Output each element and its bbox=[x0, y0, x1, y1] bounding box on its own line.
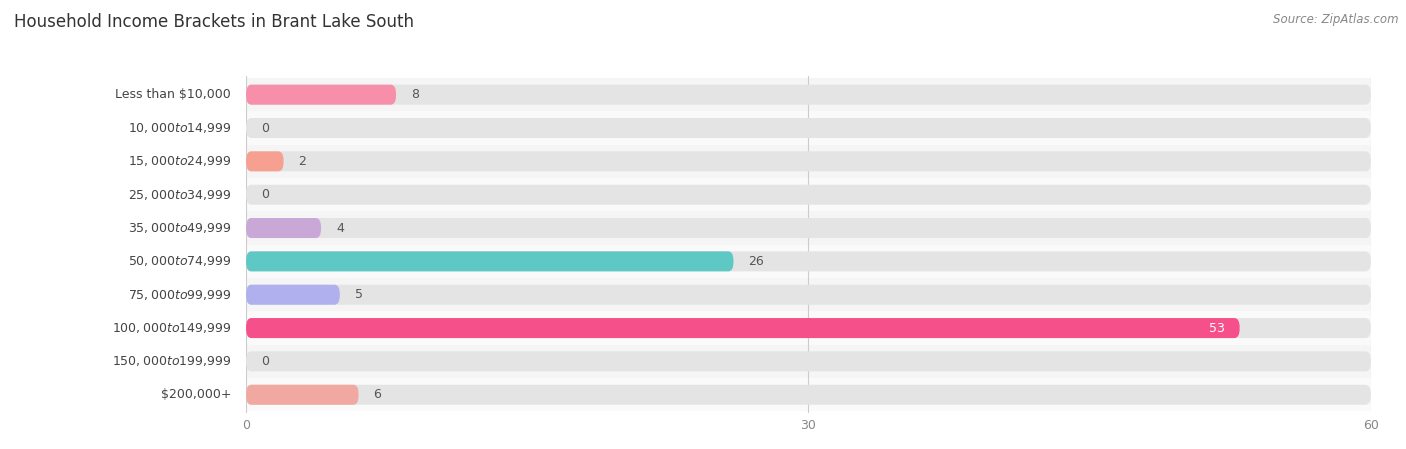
FancyBboxPatch shape bbox=[246, 218, 321, 238]
FancyBboxPatch shape bbox=[246, 151, 284, 172]
Text: $75,000 to $99,999: $75,000 to $99,999 bbox=[128, 288, 231, 302]
Text: $10,000 to $14,999: $10,000 to $14,999 bbox=[128, 121, 231, 135]
FancyBboxPatch shape bbox=[246, 352, 1371, 371]
Text: Less than $10,000: Less than $10,000 bbox=[115, 88, 231, 101]
Bar bbox=[246, 145, 1371, 178]
Text: 0: 0 bbox=[262, 188, 269, 201]
FancyBboxPatch shape bbox=[246, 185, 1371, 205]
Text: 26: 26 bbox=[748, 255, 765, 268]
FancyBboxPatch shape bbox=[246, 85, 396, 105]
Text: 2: 2 bbox=[298, 155, 307, 168]
Text: $200,000+: $200,000+ bbox=[160, 388, 231, 401]
Text: 53: 53 bbox=[1209, 321, 1225, 335]
Text: 8: 8 bbox=[411, 88, 419, 101]
Bar bbox=[246, 211, 1371, 245]
Text: Source: ZipAtlas.com: Source: ZipAtlas.com bbox=[1274, 13, 1399, 26]
Text: $15,000 to $24,999: $15,000 to $24,999 bbox=[128, 154, 231, 168]
Text: $100,000 to $149,999: $100,000 to $149,999 bbox=[111, 321, 231, 335]
FancyBboxPatch shape bbox=[246, 251, 1371, 271]
FancyBboxPatch shape bbox=[246, 151, 1371, 172]
FancyBboxPatch shape bbox=[246, 85, 1371, 105]
FancyBboxPatch shape bbox=[246, 318, 1371, 338]
Text: $150,000 to $199,999: $150,000 to $199,999 bbox=[111, 354, 231, 368]
FancyBboxPatch shape bbox=[246, 285, 340, 305]
Bar bbox=[246, 378, 1371, 411]
Text: 0: 0 bbox=[262, 355, 269, 368]
Text: $35,000 to $49,999: $35,000 to $49,999 bbox=[128, 221, 231, 235]
Text: 5: 5 bbox=[354, 288, 363, 301]
FancyBboxPatch shape bbox=[246, 118, 1371, 138]
Bar bbox=[246, 312, 1371, 345]
Text: 4: 4 bbox=[336, 221, 344, 234]
Bar bbox=[246, 245, 1371, 278]
Text: $25,000 to $34,999: $25,000 to $34,999 bbox=[128, 188, 231, 202]
Bar bbox=[246, 111, 1371, 145]
FancyBboxPatch shape bbox=[246, 318, 1240, 338]
Text: 0: 0 bbox=[262, 122, 269, 135]
Text: Household Income Brackets in Brant Lake South: Household Income Brackets in Brant Lake … bbox=[14, 13, 413, 31]
Bar bbox=[246, 345, 1371, 378]
Bar bbox=[246, 78, 1371, 111]
Text: $50,000 to $74,999: $50,000 to $74,999 bbox=[128, 255, 231, 269]
Text: 6: 6 bbox=[374, 388, 381, 401]
Bar bbox=[246, 278, 1371, 312]
FancyBboxPatch shape bbox=[246, 218, 1371, 238]
FancyBboxPatch shape bbox=[246, 251, 734, 271]
FancyBboxPatch shape bbox=[246, 285, 1371, 305]
FancyBboxPatch shape bbox=[246, 385, 1371, 405]
Bar bbox=[246, 178, 1371, 211]
FancyBboxPatch shape bbox=[246, 385, 359, 405]
